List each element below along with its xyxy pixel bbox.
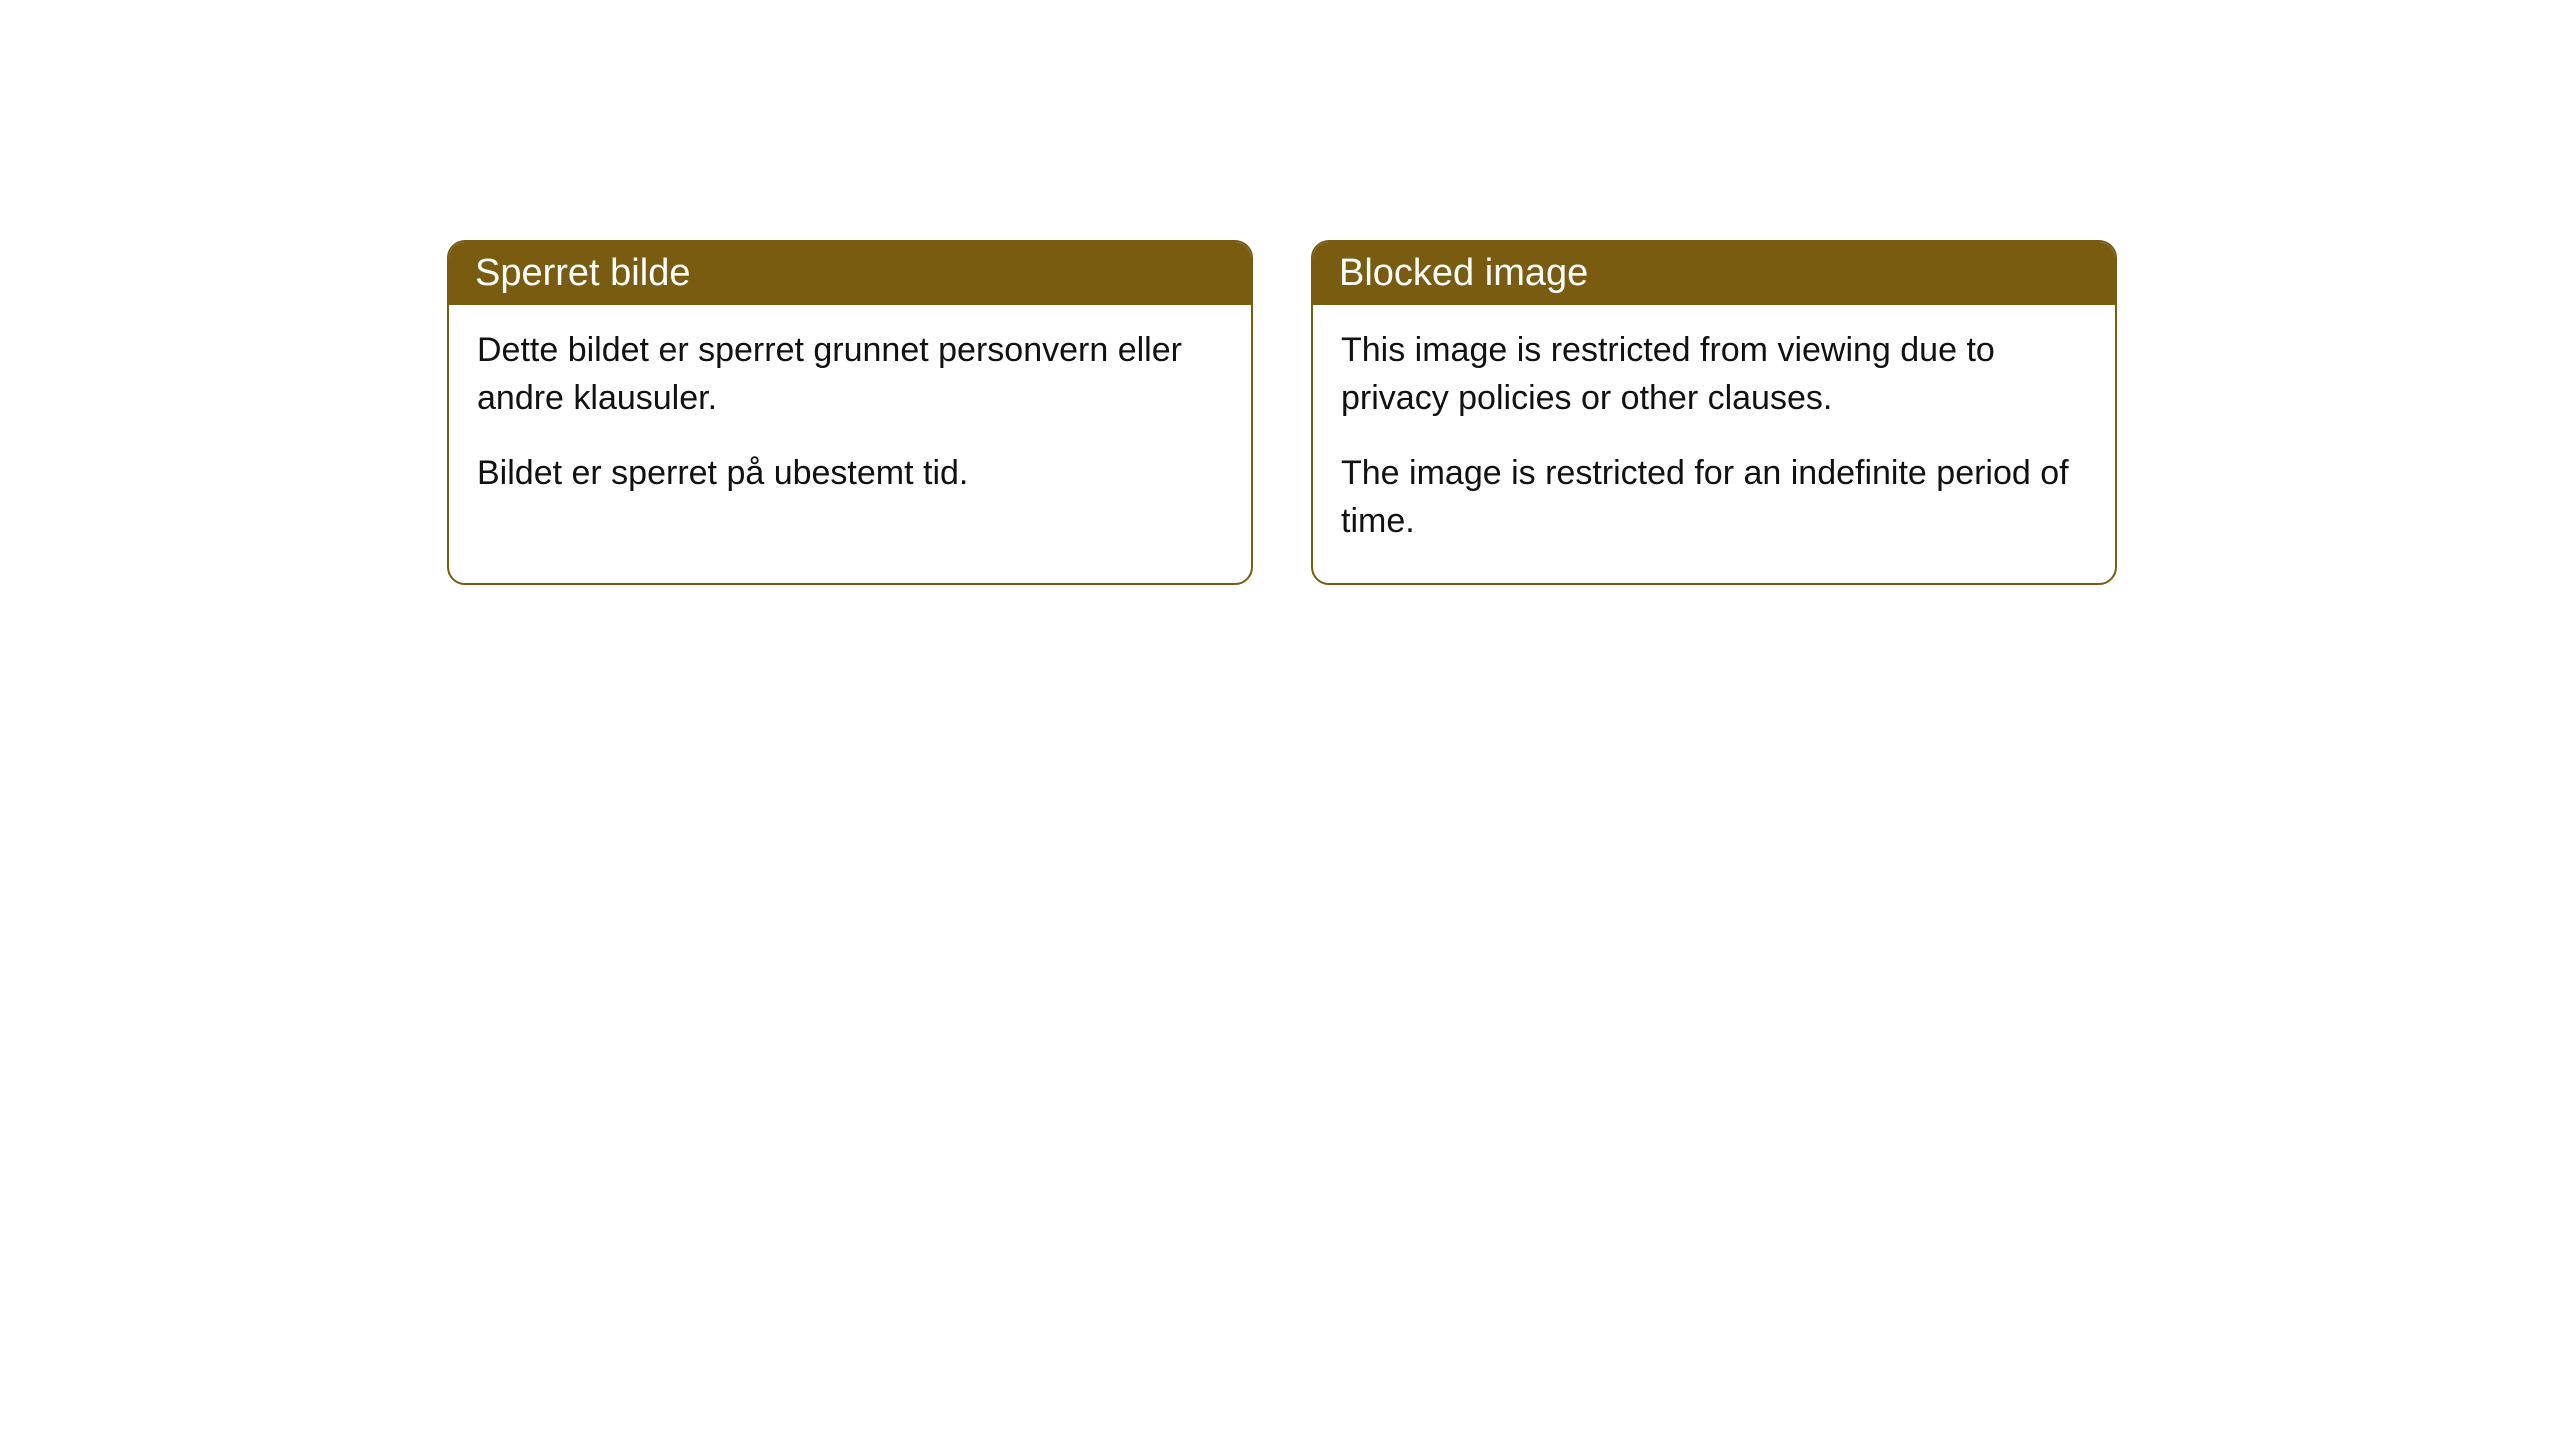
notice-paragraph: The image is restricted for an indefinit… [1341,450,2087,545]
notice-box-english: Blocked image This image is restricted f… [1311,240,2117,585]
notice-paragraph: Bildet er sperret på ubestemt tid. [477,450,1223,498]
notice-paragraph: Dette bildet er sperret grunnet personve… [477,327,1223,422]
notice-container: Sperret bilde Dette bildet er sperret gr… [447,240,2117,585]
notice-header: Blocked image [1313,242,2115,305]
notice-body: This image is restricted from viewing du… [1313,305,2115,583]
notice-body: Dette bildet er sperret grunnet personve… [449,305,1251,536]
notice-paragraph: This image is restricted from viewing du… [1341,327,2087,422]
notice-box-norwegian: Sperret bilde Dette bildet er sperret gr… [447,240,1253,585]
notice-header: Sperret bilde [449,242,1251,305]
